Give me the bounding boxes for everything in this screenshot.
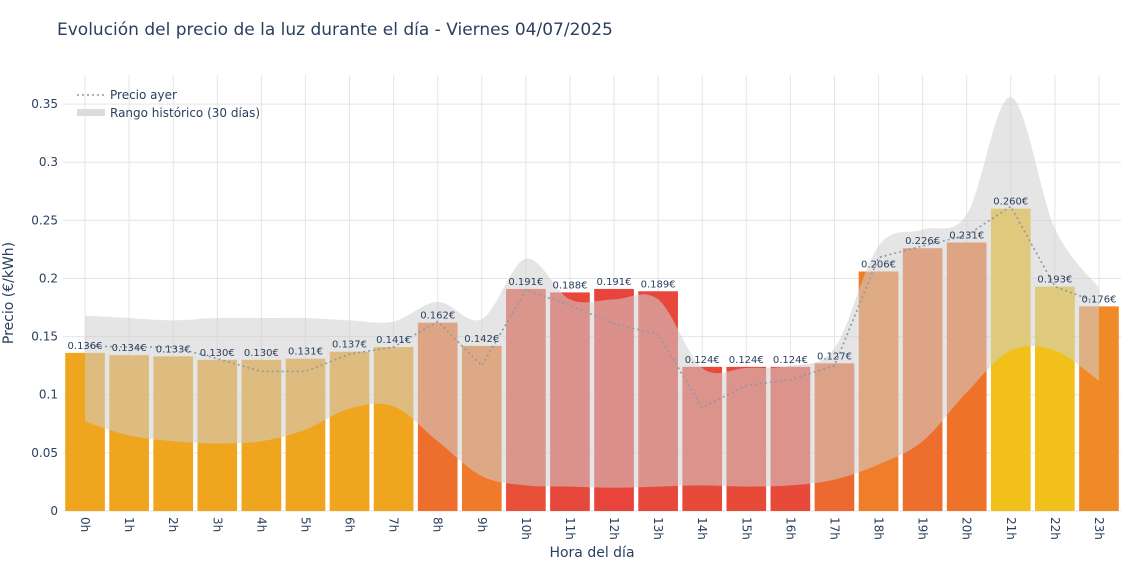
value-label-10h: 0.191€ xyxy=(508,277,543,288)
x-tick-label-16h: 16h xyxy=(783,517,797,540)
value-label-15h: 0.124€ xyxy=(729,355,764,366)
value-label-20h: 0.231€ xyxy=(949,230,984,241)
value-label-1h: 0.134€ xyxy=(112,343,147,354)
value-label-11h: 0.188€ xyxy=(552,280,587,291)
x-tick-label-20h: 20h xyxy=(960,517,974,540)
value-label-8h: 0.162€ xyxy=(420,311,455,322)
x-tick-label-0h: 0h xyxy=(78,517,92,532)
value-label-2h: 0.133€ xyxy=(156,344,191,355)
value-label-22h: 0.193€ xyxy=(1037,275,1072,286)
x-tick-label-17h: 17h xyxy=(827,517,841,540)
y-tick-label: 0.1 xyxy=(39,388,58,402)
legend-swatch-range xyxy=(77,109,105,116)
legend: Precio ayer Rango histórico (30 días) xyxy=(77,88,260,120)
y-axis-title: Precio (€/kWh) xyxy=(1,242,17,344)
x-tick-label-7h: 7h xyxy=(387,517,401,532)
x-tick-label-14h: 14h xyxy=(695,517,709,540)
value-labels: 0.136€ 0.134€ 0.133€ 0.130€ 0.130€ 0.131€ 0.13… xyxy=(68,197,1117,366)
y-tick-label: 0.25 xyxy=(31,213,58,227)
x-tick-label-2h: 2h xyxy=(166,517,180,532)
yesterday-price-line xyxy=(85,205,1100,409)
y-tick-label: 0.2 xyxy=(39,271,58,285)
legend-label-range: Rango histórico (30 días) xyxy=(110,106,260,120)
x-tick-label-19h: 19h xyxy=(916,517,930,540)
value-label-4h: 0.130€ xyxy=(244,348,279,359)
value-label-19h: 0.226€ xyxy=(905,236,940,247)
x-axis: 0h 1h 2h 3h 4h 5h 6h 7h 8h 9h 10h 11h 12h 13h 14h 15h 16… xyxy=(78,517,1106,540)
x-tick-label-18h: 18h xyxy=(872,517,886,540)
y-tick-label: 0.05 xyxy=(31,446,58,460)
historical-range-band xyxy=(85,97,1099,488)
legend-label-yesterday: Precio ayer xyxy=(110,88,177,102)
x-tick-label-22h: 22h xyxy=(1048,517,1062,540)
x-axis-title: Hora del día xyxy=(549,545,634,561)
y-tick-label: 0.15 xyxy=(31,330,58,344)
value-label-3h: 0.130€ xyxy=(200,348,235,359)
y-tick-label: 0 xyxy=(50,504,58,518)
y-tick-label: 0.35 xyxy=(31,97,58,111)
x-tick-label-23h: 23h xyxy=(1092,517,1106,540)
value-label-0h: 0.136€ xyxy=(68,341,103,352)
x-tick-label-11h: 11h xyxy=(563,517,577,540)
x-tick-label-13h: 13h xyxy=(651,517,665,540)
value-label-23h: 0.176€ xyxy=(1081,294,1116,305)
x-tick-label-8h: 8h xyxy=(431,517,445,532)
value-label-9h: 0.142€ xyxy=(464,334,499,345)
value-label-17h: 0.127€ xyxy=(817,351,852,362)
value-label-5h: 0.131€ xyxy=(288,347,323,358)
value-label-13h: 0.189€ xyxy=(641,279,676,290)
x-tick-label-4h: 4h xyxy=(254,517,268,532)
value-label-14h: 0.124€ xyxy=(685,355,720,366)
x-tick-label-9h: 9h xyxy=(475,517,489,532)
y-axis: 0 0.05 0.1 0.15 0.2 0.25 0.3 0.35 xyxy=(31,97,58,518)
x-tick-label-21h: 21h xyxy=(1004,517,1018,540)
chart-title: Evolución del precio de la luz durante e… xyxy=(57,20,613,40)
y-tick-label: 0.3 xyxy=(39,155,58,169)
value-label-12h: 0.191€ xyxy=(597,277,632,288)
value-label-7h: 0.141€ xyxy=(376,335,411,346)
x-tick-label-6h: 6h xyxy=(343,517,357,532)
x-tick-label-3h: 3h xyxy=(210,517,224,532)
value-label-6h: 0.137€ xyxy=(332,340,367,351)
x-tick-label-12h: 12h xyxy=(607,517,621,540)
x-tick-label-1h: 1h xyxy=(122,517,136,532)
value-label-21h: 0.260€ xyxy=(993,197,1028,208)
value-label-16h: 0.124€ xyxy=(773,355,808,366)
x-tick-label-5h: 5h xyxy=(298,517,312,532)
value-label-18h: 0.206€ xyxy=(861,259,896,270)
x-tick-label-15h: 15h xyxy=(739,517,753,540)
x-tick-label-10h: 10h xyxy=(519,517,533,540)
